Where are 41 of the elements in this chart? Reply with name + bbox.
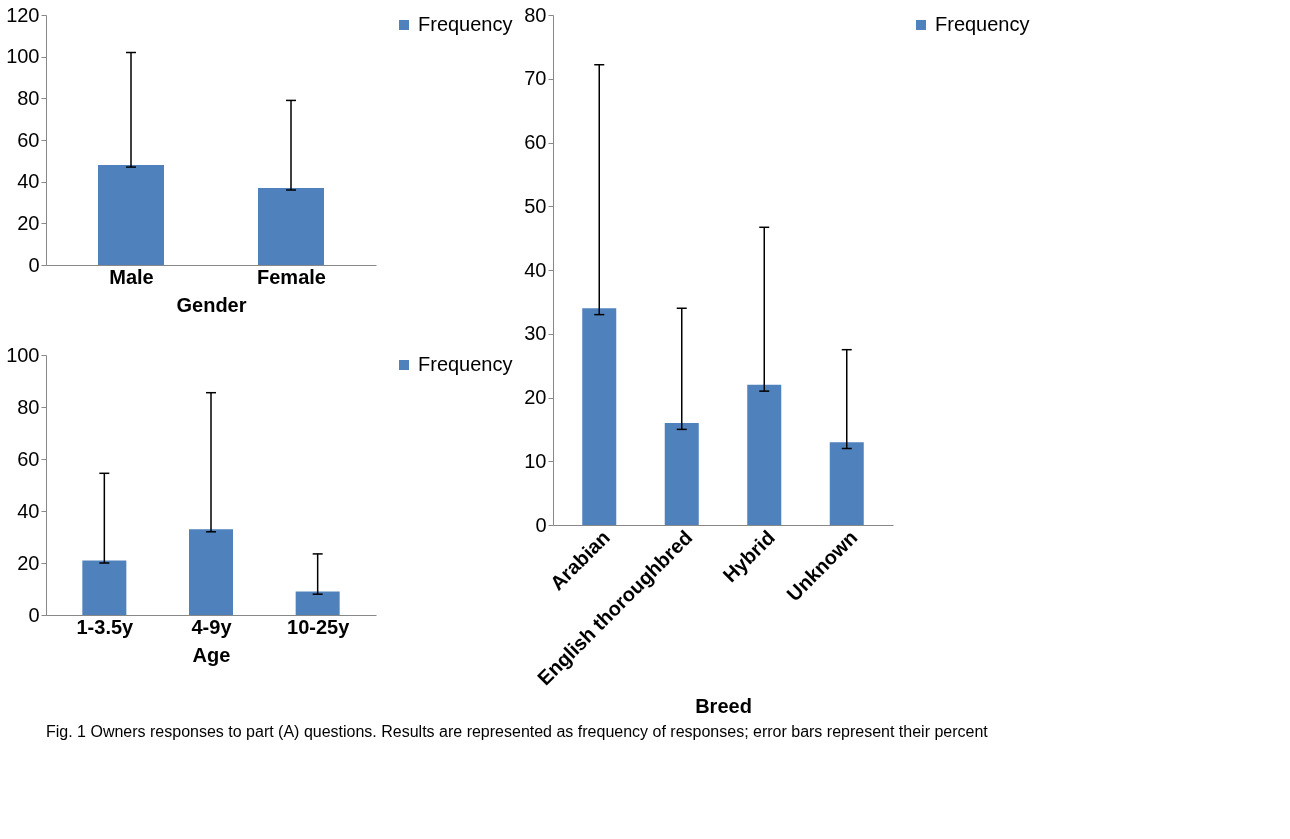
bar xyxy=(664,423,699,525)
y-tick-label: 100 xyxy=(6,45,40,68)
y-tick-label: 10 xyxy=(524,449,547,472)
y-tick-label: 60 xyxy=(17,447,40,470)
y-tick-label: 20 xyxy=(17,551,40,574)
caption: Fig. 1 Owners responses to part (A) questions. Results are represented as frequency of responses; error bars represent their percent xyxy=(46,723,989,740)
y-tick-label: 80 xyxy=(524,3,547,26)
bar xyxy=(82,560,127,615)
y-tick-label: 40 xyxy=(524,258,547,281)
x-axis-title: Age xyxy=(192,643,231,666)
legend-label: Frequency xyxy=(935,13,1030,35)
bar xyxy=(829,442,864,525)
y-tick-label: 40 xyxy=(17,499,40,522)
bar xyxy=(189,529,233,615)
x-tick-label: Male xyxy=(109,265,154,288)
x-tick-label: 4-9y xyxy=(191,615,233,638)
y-tick-label: 80 xyxy=(17,395,40,418)
y-tick-label: 60 xyxy=(17,128,40,151)
x-tick-label: Female xyxy=(257,265,326,288)
x-axis-title: Breed xyxy=(695,695,752,718)
y-tick-label: 0 xyxy=(28,603,40,626)
y-tick-label: 120 xyxy=(6,3,40,26)
y-tick-label: 30 xyxy=(524,322,547,345)
y-tick-label: 40 xyxy=(17,170,40,193)
x-tick-label: 10-25y xyxy=(287,615,351,638)
y-tick-label: 100 xyxy=(6,343,40,366)
legend-label: Frequency xyxy=(418,13,513,35)
bar xyxy=(295,591,340,615)
bar xyxy=(747,384,782,525)
bar xyxy=(582,308,617,525)
y-tick-label: 20 xyxy=(524,386,547,408)
x-tick-label: 1-3.5y xyxy=(76,615,135,638)
y-tick-label: 60 xyxy=(524,131,547,153)
y-tick-label: 0 xyxy=(28,253,40,276)
legend-label: Frequency xyxy=(418,353,513,375)
x-axis-title: Gender xyxy=(176,293,247,316)
y-tick-label: 50 xyxy=(524,194,547,217)
y-tick-label: 0 xyxy=(535,513,547,536)
y-tick-label: 80 xyxy=(17,86,40,109)
y-tick-label: 20 xyxy=(17,211,40,234)
y-tick-label: 70 xyxy=(524,67,547,90)
